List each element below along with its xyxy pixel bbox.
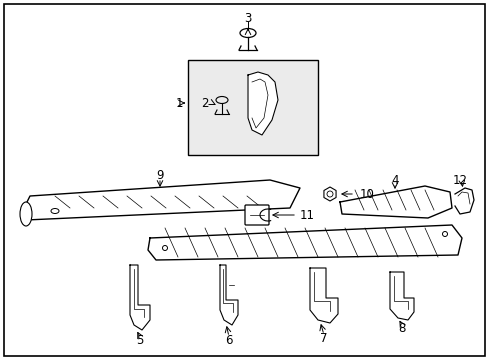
Bar — [187, 60, 317, 155]
Text: 2: 2 — [201, 96, 208, 109]
Polygon shape — [389, 272, 413, 320]
Text: 8: 8 — [398, 321, 405, 334]
Polygon shape — [454, 188, 473, 214]
Circle shape — [326, 191, 332, 197]
Ellipse shape — [51, 208, 59, 213]
Polygon shape — [247, 72, 278, 135]
Text: 12: 12 — [451, 174, 467, 186]
Polygon shape — [148, 225, 461, 260]
Text: 10: 10 — [359, 188, 374, 201]
Polygon shape — [339, 186, 451, 218]
Polygon shape — [22, 180, 299, 220]
Text: 1: 1 — [175, 96, 183, 109]
Polygon shape — [309, 268, 337, 323]
Ellipse shape — [20, 202, 32, 226]
Text: 6: 6 — [225, 333, 232, 346]
Text: 7: 7 — [320, 332, 327, 345]
Polygon shape — [220, 265, 238, 325]
Circle shape — [442, 231, 447, 237]
Text: 9: 9 — [156, 168, 163, 181]
FancyBboxPatch shape — [244, 205, 268, 225]
Polygon shape — [130, 265, 150, 330]
Text: 5: 5 — [136, 333, 143, 346]
Circle shape — [162, 246, 167, 251]
Text: 11: 11 — [299, 208, 314, 221]
Text: 3: 3 — [244, 12, 251, 24]
Text: 4: 4 — [390, 174, 398, 186]
